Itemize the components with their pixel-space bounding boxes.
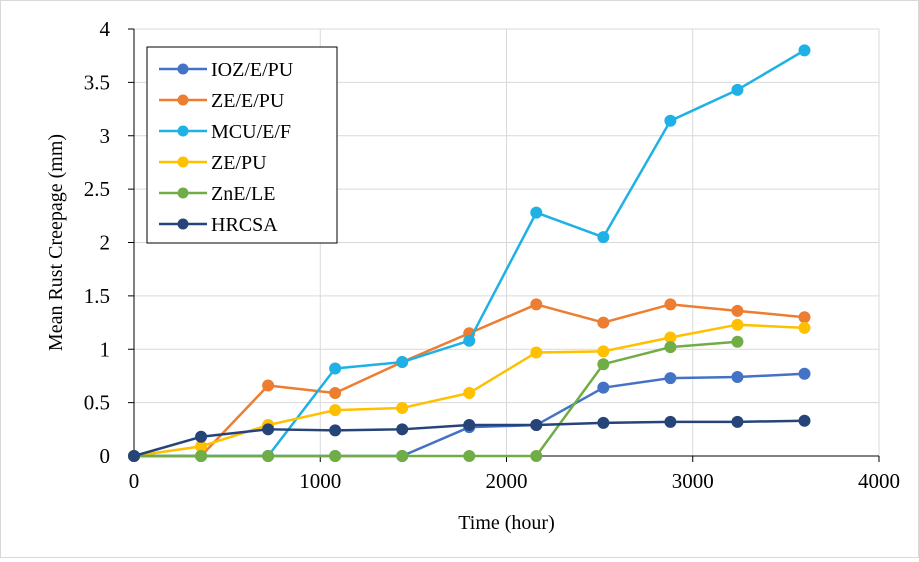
y-tick-label: 4 [100,17,111,41]
y-tick-label: 0 [100,444,111,468]
data-point [798,414,811,427]
data-point [731,318,744,331]
data-point [597,358,610,371]
x-tick-label: 4000 [858,469,900,493]
legend-item: MCU/E/F [159,121,291,143]
data-point [262,450,275,462]
series-zne-le [128,335,744,462]
data-point [463,450,476,462]
legend-box [146,46,338,244]
data-point [262,423,275,436]
legend-marker [177,63,189,75]
data-point [195,450,208,462]
legend-item: ZE/PU [159,152,267,174]
data-point [798,311,811,324]
data-point [396,423,409,436]
legend-item: IOZ/E/PU [159,59,294,81]
series-ioz-e-pu [128,367,811,462]
data-point [329,387,342,400]
legend-label: MCU/E/F [211,121,291,143]
data-point [530,298,543,311]
data-point [530,346,543,359]
x-tick-label: 3000 [672,469,714,493]
data-point [798,44,811,57]
data-point [463,387,476,400]
x-tick-label: 0 [129,469,140,493]
data-point [731,83,744,96]
x-tick-label: 2000 [486,469,528,493]
legend-marker [177,187,189,199]
legend-label: IOZ/E/PU [211,59,294,81]
data-point [530,206,543,219]
tick-labels: 0 1000 2000 3000 4000 0 0.5 1 1.5 2 2.5 3 3.5 4 [84,17,900,493]
data-point [664,298,677,311]
data-point [798,367,811,380]
data-point [329,450,342,462]
legend-marker [177,218,189,230]
data-point [128,450,140,462]
data-point [664,372,677,385]
data-point [597,316,610,329]
y-tick-label: 2.5 [84,177,110,201]
legend-marker [177,94,189,106]
data-point [731,304,744,317]
data-point [329,404,342,417]
data-point [396,450,409,462]
series-hrcsa [128,414,811,462]
data-point [597,231,610,244]
legend-marker [177,125,189,137]
data-point [798,321,811,334]
x-tick-label: 1000 [299,469,341,493]
y-tick-label: 3.5 [84,70,110,94]
data-point [396,401,409,414]
y-tick-label: 0.5 [84,391,110,415]
data-point [262,379,275,392]
data-point [396,356,409,369]
data-point [664,341,677,354]
legend-item: ZE/E/PU [159,90,285,112]
y-tick-label: 1 [100,337,111,361]
data-point [530,450,543,462]
data-point [731,415,744,428]
data-point [731,371,744,384]
data-point [329,424,342,437]
x-axis-title: Time (hour) [458,512,554,534]
data-point [530,419,543,432]
data-point [597,345,610,358]
y-axis-title: Mean Rust Creepage (mm) [45,134,67,351]
legend-label: ZE/PU [211,152,267,174]
data-point [463,334,476,347]
legend-label: ZnE/LE [211,183,275,205]
legend-label: HRCSA [211,214,278,236]
data-point [597,416,610,429]
data-point [597,381,610,394]
data-point [329,362,342,375]
legend: IOZ/E/PU ZE/E/PU MCU/E/F ZE/PU ZnE/LE HRCSA [146,46,338,244]
y-tick-label: 1.5 [84,284,110,308]
y-tick-label: 2 [100,231,111,255]
data-point [195,430,208,443]
series-ze-e-pu [128,298,811,462]
legend-item: HRCSA [159,214,278,236]
series-line [134,340,738,458]
legend-label: ZE/E/PU [211,90,285,112]
series-lines [128,44,811,462]
data-point [664,114,677,127]
data-point [664,415,677,428]
data-point [731,335,744,348]
legend-item: ZnE/LE [159,183,275,205]
legend-marker [177,156,189,168]
y-tick-label: 3 [100,124,111,148]
series-line [134,372,805,458]
data-point [463,419,476,432]
